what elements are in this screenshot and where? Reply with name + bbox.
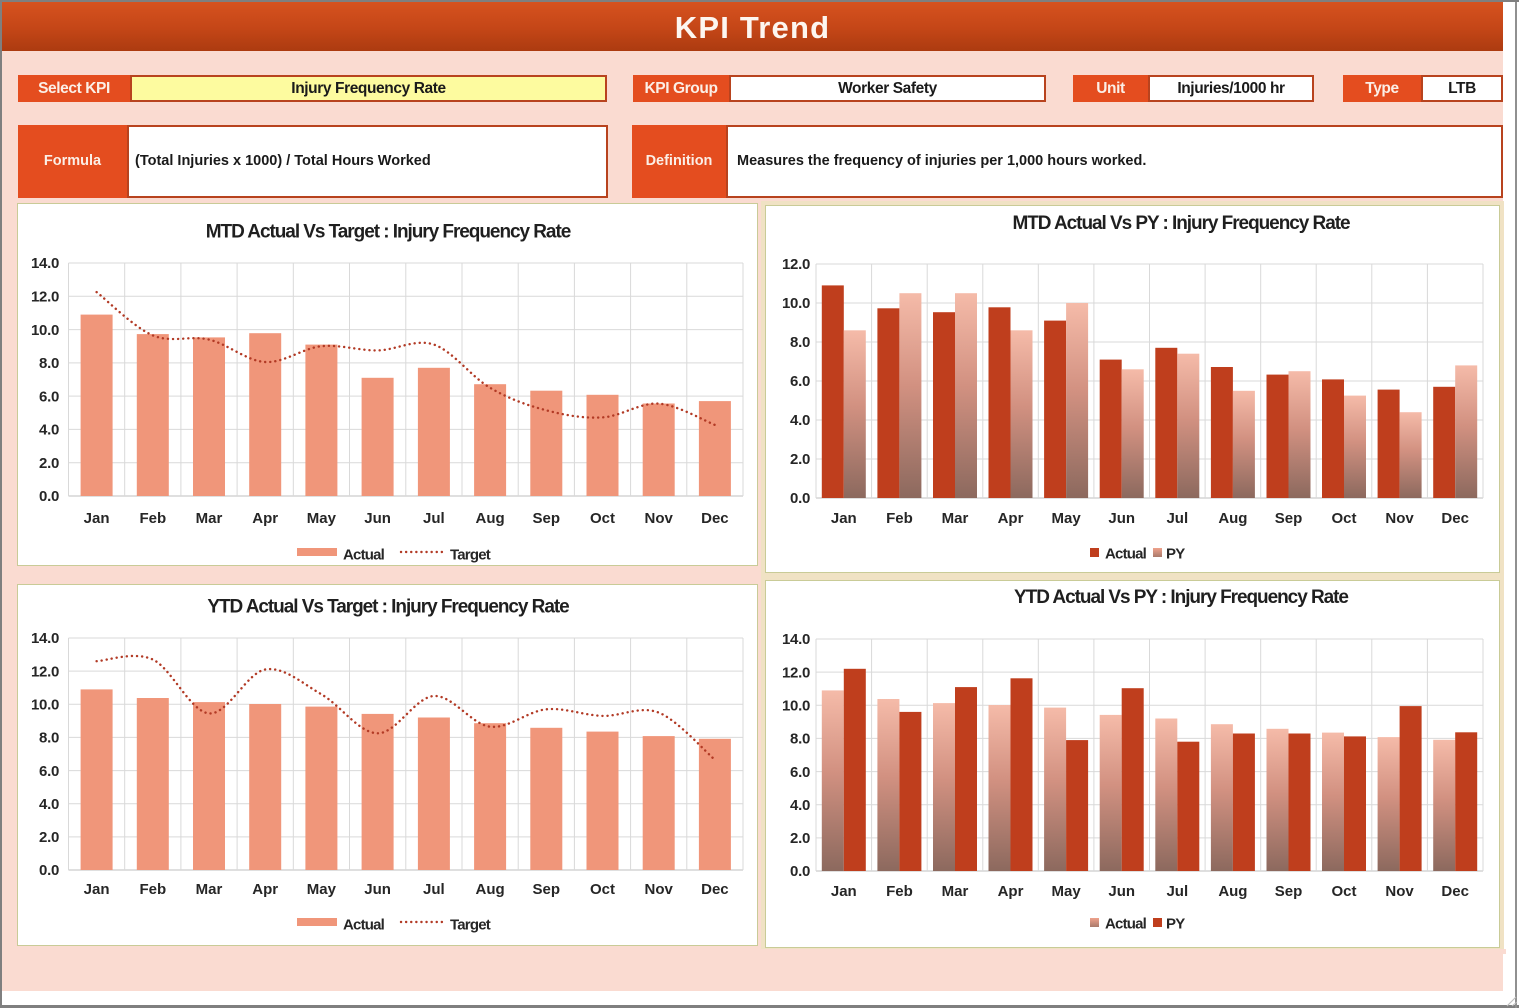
svg-text:4.0: 4.0 — [39, 796, 59, 813]
svg-text:Jan: Jan — [831, 883, 857, 900]
svg-text:2.0: 2.0 — [39, 455, 59, 472]
svg-text:Jul: Jul — [423, 881, 445, 898]
svg-text:12.0: 12.0 — [782, 664, 810, 681]
svg-text:8.0: 8.0 — [39, 730, 59, 747]
svg-text:Nov: Nov — [1385, 883, 1414, 900]
svg-text:YTD Actual Vs PY : Injury Freq: YTD Actual Vs PY : Injury Frequency Rate — [1014, 587, 1348, 608]
svg-text:Dec: Dec — [701, 881, 729, 898]
svg-text:Sep: Sep — [1275, 883, 1303, 900]
svg-text:Dec: Dec — [1441, 883, 1469, 900]
svg-text:0.0: 0.0 — [39, 488, 59, 505]
svg-text:Sep: Sep — [533, 881, 561, 898]
svg-text:12.0: 12.0 — [782, 256, 810, 273]
svg-text:Jul: Jul — [1166, 510, 1188, 527]
svg-text:Apr: Apr — [998, 883, 1024, 900]
svg-text:6.0: 6.0 — [39, 763, 59, 780]
svg-text:Dec: Dec — [701, 510, 729, 527]
svg-text:8.0: 8.0 — [790, 731, 810, 748]
svg-text:10.0: 10.0 — [782, 295, 810, 312]
svg-text:Aug: Aug — [1218, 883, 1247, 900]
svg-text:Apr: Apr — [252, 881, 278, 898]
svg-text:12.0: 12.0 — [31, 289, 59, 306]
svg-text:Jun: Jun — [364, 510, 391, 527]
svg-text:6.0: 6.0 — [39, 388, 59, 405]
svg-text:Nov: Nov — [645, 510, 674, 527]
svg-text:May: May — [1052, 883, 1082, 900]
svg-text:0.0: 0.0 — [790, 863, 810, 880]
svg-text:Feb: Feb — [886, 883, 913, 900]
svg-text:0.0: 0.0 — [39, 862, 59, 879]
svg-text:Nov: Nov — [1385, 510, 1414, 527]
svg-text:Jan: Jan — [84, 510, 110, 527]
svg-text:YTD Actual Vs Target : Injury: YTD Actual Vs Target : Injury Frequency … — [207, 597, 569, 618]
svg-text:0.0: 0.0 — [790, 490, 810, 507]
svg-text:Jul: Jul — [1166, 883, 1188, 900]
svg-text:6.0: 6.0 — [790, 764, 810, 781]
svg-text:8.0: 8.0 — [39, 355, 59, 372]
svg-text:8.0: 8.0 — [790, 334, 810, 351]
svg-text:Jan: Jan — [831, 510, 857, 527]
svg-text:Actual: Actual — [343, 547, 385, 564]
svg-text:Sep: Sep — [1275, 510, 1303, 527]
svg-text:10.0: 10.0 — [31, 322, 59, 339]
svg-text:2.0: 2.0 — [39, 829, 59, 846]
svg-text:Jan: Jan — [84, 881, 110, 898]
svg-text:Actual: Actual — [343, 917, 385, 934]
svg-text:10.0: 10.0 — [782, 698, 810, 715]
svg-text:12.0: 12.0 — [31, 663, 59, 680]
svg-text:Jun: Jun — [1108, 883, 1135, 900]
svg-text:Jun: Jun — [364, 881, 391, 898]
svg-text:6.0: 6.0 — [790, 373, 810, 390]
svg-text:Actual: Actual — [1105, 546, 1147, 563]
svg-text:Mar: Mar — [196, 881, 223, 898]
svg-text:Feb: Feb — [139, 510, 166, 527]
svg-text:4.0: 4.0 — [39, 422, 59, 439]
svg-text:Aug: Aug — [476, 881, 505, 898]
svg-text:Jul: Jul — [423, 510, 445, 527]
svg-text:May: May — [307, 510, 337, 527]
svg-text:May: May — [1052, 510, 1082, 527]
svg-text:14.0: 14.0 — [31, 255, 59, 272]
svg-text:14.0: 14.0 — [782, 631, 810, 648]
svg-text:MTD Actual Vs Target : Injury: MTD Actual Vs Target : Injury Frequency … — [206, 222, 571, 243]
svg-text:Sep: Sep — [533, 510, 561, 527]
svg-text:May: May — [307, 881, 337, 898]
svg-text:Mar: Mar — [942, 883, 969, 900]
svg-text:Jun: Jun — [1108, 510, 1135, 527]
svg-text:Oct: Oct — [1331, 510, 1356, 527]
svg-text:2.0: 2.0 — [790, 830, 810, 847]
svg-text:4.0: 4.0 — [790, 797, 810, 814]
svg-text:Dec: Dec — [1441, 510, 1469, 527]
svg-text:Target: Target — [450, 547, 491, 564]
svg-text:Oct: Oct — [590, 510, 615, 527]
svg-text:Actual: Actual — [1105, 916, 1147, 933]
svg-text:Target: Target — [450, 917, 491, 934]
svg-text:MTD Actual Vs PY : Injury Freq: MTD Actual Vs PY : Injury Frequency Rate — [1012, 213, 1350, 234]
svg-text:Apr: Apr — [998, 510, 1024, 527]
svg-text:Feb: Feb — [886, 510, 913, 527]
svg-text:Mar: Mar — [942, 510, 969, 527]
svg-text:4.0: 4.0 — [790, 412, 810, 429]
svg-text:PY: PY — [1166, 916, 1185, 933]
svg-text:Oct: Oct — [1331, 883, 1356, 900]
svg-text:Apr: Apr — [252, 510, 278, 527]
svg-text:Aug: Aug — [1218, 510, 1247, 527]
svg-text:Oct: Oct — [590, 881, 615, 898]
svg-text:Feb: Feb — [139, 881, 166, 898]
svg-text:Mar: Mar — [196, 510, 223, 527]
svg-text:Nov: Nov — [645, 881, 674, 898]
svg-text:14.0: 14.0 — [31, 630, 59, 647]
svg-text:10.0: 10.0 — [31, 697, 59, 714]
svg-text:PY: PY — [1166, 546, 1185, 563]
svg-text:Aug: Aug — [476, 510, 505, 527]
svg-text:2.0: 2.0 — [790, 451, 810, 468]
